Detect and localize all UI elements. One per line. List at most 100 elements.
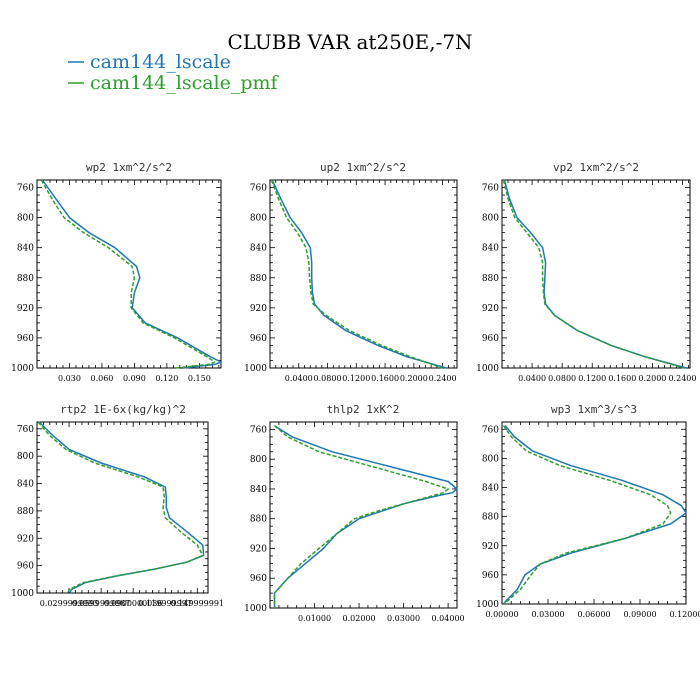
- y-tick-label: 880: [250, 515, 267, 525]
- x-tick-label: 0.0400: [518, 374, 546, 383]
- y-tick-label: 840: [250, 244, 267, 254]
- y-tick-label: 920: [482, 304, 499, 314]
- y-tick-label: 960: [250, 334, 267, 344]
- y-tick-label: 1000: [476, 364, 499, 374]
- panel-6: wp3 1xm^3/s^3 760 800 840 880 920 960 10000.000…: [476, 403, 700, 619]
- series-line-lscale: [503, 179, 687, 369]
- x-tick-label: 0.0400: [285, 374, 313, 383]
- y-tick-label: 840: [482, 484, 499, 494]
- x-tick-label: 0.2000: [638, 374, 666, 383]
- panel-title: wp2 1xm^2/s^2: [86, 161, 172, 174]
- x-tick-label: 0.2400: [429, 374, 457, 383]
- y-tick-label: 800: [250, 455, 267, 465]
- y-tick-label: 760: [250, 184, 267, 194]
- y-tick-label: 880: [17, 507, 34, 517]
- panel-title: up2 1xm^2/s^2: [320, 161, 406, 174]
- x-tick-label: 0.1200: [578, 374, 606, 383]
- y-tick-label: 960: [482, 571, 499, 581]
- x-tick-label: 0.120: [155, 374, 178, 383]
- panel-title: vp2 1xm^2/s^2: [553, 161, 639, 174]
- plot-frame: [36, 421, 209, 594]
- y-tick-label: 800: [17, 214, 34, 224]
- series-line-lscale-pmf: [502, 179, 685, 369]
- series-line-lscale-pmf: [273, 425, 449, 608]
- y-tick-label: 920: [482, 542, 499, 552]
- y-tick-label: 1000: [11, 589, 34, 599]
- x-tick-label: 0.2000: [400, 374, 428, 383]
- y-tick-label: 880: [482, 274, 499, 284]
- y-tick-label: 960: [17, 562, 34, 572]
- series-line-lscale-pmf: [37, 421, 204, 594]
- x-tick-label: 0.00000: [485, 610, 518, 619]
- x-tick-label: 0.1200: [342, 374, 370, 383]
- x-tick-label: 0.0900000036: [104, 599, 163, 608]
- panel-title: rtp2 1E-6x(kg/kg)^2: [60, 403, 186, 416]
- y-tick-label: 800: [17, 452, 34, 462]
- x-tick-label: 0.2400: [668, 374, 696, 383]
- panels: wp2 1xm^2/s^2 760 800 840 880 920 960 1000 0.030…: [11, 161, 700, 623]
- plot-frame: [36, 179, 222, 369]
- y-tick-label: 920: [17, 304, 34, 314]
- panel-title: wp3 1xm^3/s^3: [551, 403, 637, 416]
- y-tick-label: 760: [17, 184, 34, 194]
- plot-frame: [269, 179, 458, 369]
- x-tick-label: 0.0800: [314, 374, 342, 383]
- x-tick-label: 0.060: [90, 374, 113, 383]
- y-tick-label: 880: [482, 513, 499, 523]
- y-tick-label: 800: [482, 214, 499, 224]
- panel-3: vp2 1xm^2/s^2 760 800 840 880 920 960 1000 0.040…: [476, 161, 696, 383]
- x-tick-label: 0.03000: [531, 610, 564, 619]
- plot-frame: [501, 179, 691, 369]
- x-tick-label: 0.0800: [548, 374, 576, 383]
- x-tick-label: 0.149999991: [171, 599, 224, 608]
- x-tick-label: 0.090: [123, 374, 146, 383]
- x-tick-label: 0.0599999987: [72, 599, 131, 608]
- legend-label-lscale: cam144_lscale: [90, 51, 231, 73]
- x-tick-label: 0.150: [188, 374, 211, 383]
- y-tick-label: 760: [482, 184, 499, 194]
- y-tick-label: 920: [17, 534, 34, 544]
- x-tick-label: 0.0299999993: [40, 599, 99, 608]
- x-tick-label: 0.03000: [387, 614, 420, 623]
- x-tick-label: 0.12000: [669, 610, 700, 619]
- y-tick-label: 1000: [244, 364, 267, 374]
- y-tick-label: 800: [250, 214, 267, 224]
- panel-1: wp2 1xm^2/s^2 760 800 840 880 920 960 1000 0.030…: [11, 161, 222, 383]
- series-line-lscale: [273, 425, 458, 608]
- series-line-lscale-pmf: [40, 179, 216, 369]
- x-tick-label: 0.01000: [298, 614, 331, 623]
- y-tick-label: 960: [17, 334, 34, 344]
- y-tick-label: 880: [250, 274, 267, 284]
- panel-title: thlp2 1xK^2: [327, 403, 400, 416]
- x-tick-label: 0.04000: [432, 614, 465, 623]
- y-tick-label: 960: [250, 574, 267, 584]
- legend: cam144_lscale cam144_lscale_pmf: [68, 51, 280, 94]
- series-line-lscale: [271, 179, 447, 369]
- y-tick-label: 880: [17, 274, 34, 284]
- y-tick-label: 840: [17, 244, 34, 254]
- series-line-lscale-pmf: [502, 425, 672, 605]
- panel-5: thlp2 1xK^2 760 800 840 880 920 960 1000 0.01000…: [244, 403, 465, 623]
- plot-frame: [269, 421, 458, 609]
- y-tick-label: 960: [482, 334, 499, 344]
- y-tick-label: 800: [482, 454, 499, 464]
- y-tick-label: 1000: [244, 604, 267, 614]
- y-tick-label: 920: [250, 304, 267, 314]
- y-tick-label: 1000: [11, 364, 34, 374]
- y-tick-label: 840: [250, 485, 267, 495]
- x-tick-label: 0.119999997: [139, 599, 192, 608]
- series-line-lscale: [502, 425, 687, 605]
- y-tick-label: 760: [250, 425, 267, 435]
- x-tick-label: 0.06000: [577, 610, 610, 619]
- y-tick-label: 760: [17, 425, 34, 435]
- y-tick-label: 840: [482, 244, 499, 254]
- x-tick-label: 0.030: [58, 374, 81, 383]
- legend-label-lscale-pmf: cam144_lscale_pmf: [90, 72, 280, 94]
- y-tick-label: 1000: [476, 600, 499, 610]
- x-tick-label: 0.1600: [371, 374, 399, 383]
- x-tick-label: 0.09000: [623, 610, 656, 619]
- panel-2: up2 1xm^2/s^2 760 800 840 880 920 960 1000 0.040…: [244, 161, 458, 383]
- series-line-lscale-pmf: [270, 179, 443, 369]
- series-line-lscale: [38, 421, 205, 594]
